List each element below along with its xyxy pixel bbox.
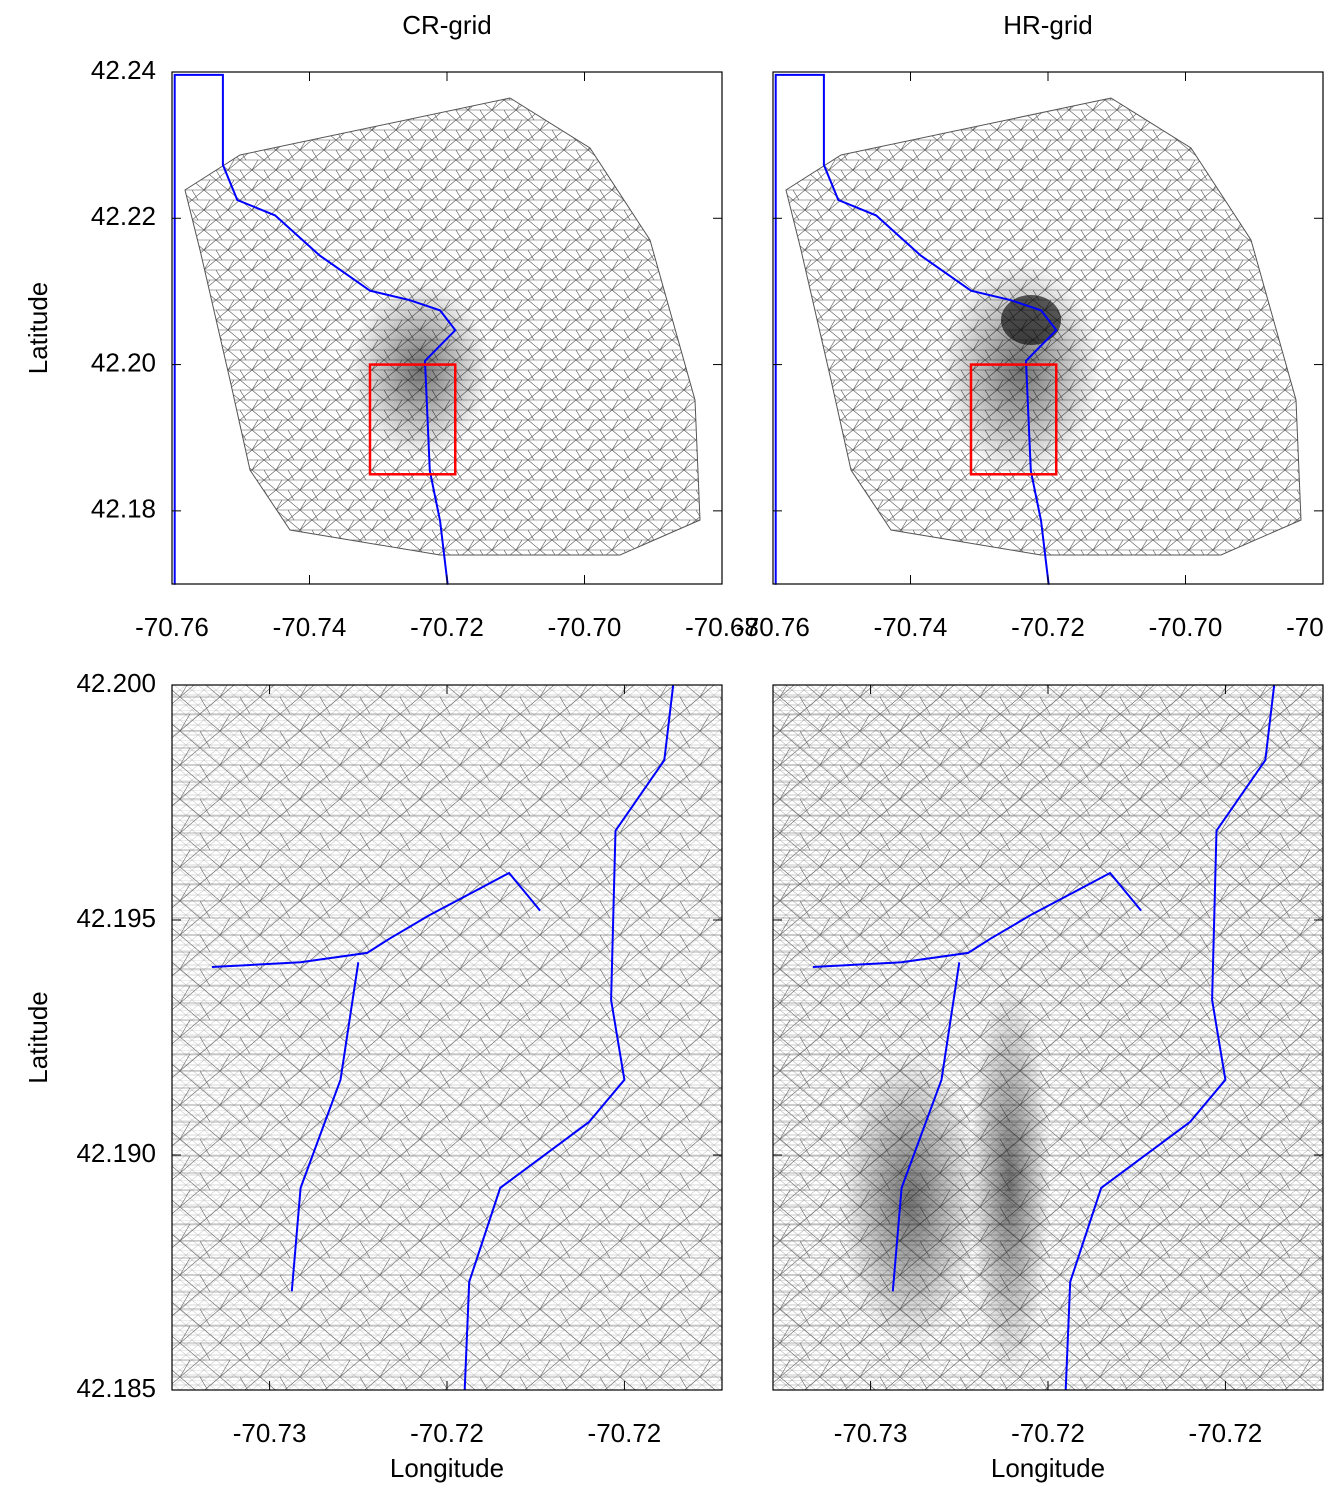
x-tick-label: -70.70: [1149, 612, 1223, 642]
x-tick-label: -70.72: [410, 1418, 484, 1448]
coastline: [774, 73, 1058, 585]
y-tick-label: 42.185: [76, 1373, 156, 1403]
x-axis-label: Longitude: [390, 1453, 504, 1483]
coastline: [463, 684, 675, 1391]
y-tick-label: 42.18: [91, 494, 156, 524]
x-tick-label: -70.72: [1011, 612, 1085, 642]
y-tick-label: 42.20: [91, 347, 156, 377]
y-tick-label: 42.190: [76, 1138, 156, 1168]
mesh-top-left: [184, 97, 701, 556]
y-axis-label: Latitude: [23, 991, 53, 1084]
coastline: [812, 871, 1142, 968]
x-tick-label: -70.72: [1189, 1418, 1263, 1448]
coastline: [173, 73, 457, 585]
x-tick-label: -70.73: [233, 1418, 307, 1448]
x-tick-label: -70.72: [410, 612, 484, 642]
x-tick-label: -70.73: [834, 1418, 908, 1448]
x-tick-label: -70.70: [548, 612, 622, 642]
zoom-box: [969, 363, 1058, 476]
panel-title: CR-grid: [402, 10, 492, 40]
y-tick-label: 42.22: [91, 201, 156, 231]
x-tick-label: -70.76: [736, 612, 810, 642]
mesh-bottom-left: [172, 685, 722, 1390]
coastline: [1064, 684, 1276, 1391]
mesh-top-right: [785, 97, 1302, 556]
panel-title: HR-grid: [1003, 10, 1093, 40]
y-tick-label: 42.24: [91, 55, 156, 85]
x-tick-label: -70.72: [1011, 1418, 1085, 1448]
y-axis-label: Latitude: [23, 282, 53, 375]
x-tick-label: -70.72: [588, 1418, 662, 1448]
x-tick-label: -70.68: [1286, 612, 1325, 642]
x-tick-label: -70.74: [874, 612, 948, 642]
x-axis-label: Longitude: [991, 1453, 1105, 1483]
coastline: [211, 871, 541, 968]
x-tick-label: -70.76: [135, 612, 209, 642]
zoom-box: [368, 363, 457, 476]
x-tick-label: -70.74: [273, 612, 347, 642]
coastline: [290, 962, 360, 1292]
mesh-bottom-right: [773, 685, 1323, 1390]
x-tick-label: -70.68: [685, 612, 759, 642]
y-tick-label: 42.195: [76, 903, 156, 933]
coastline: [891, 962, 961, 1292]
y-tick-label: 42.200: [76, 668, 156, 698]
